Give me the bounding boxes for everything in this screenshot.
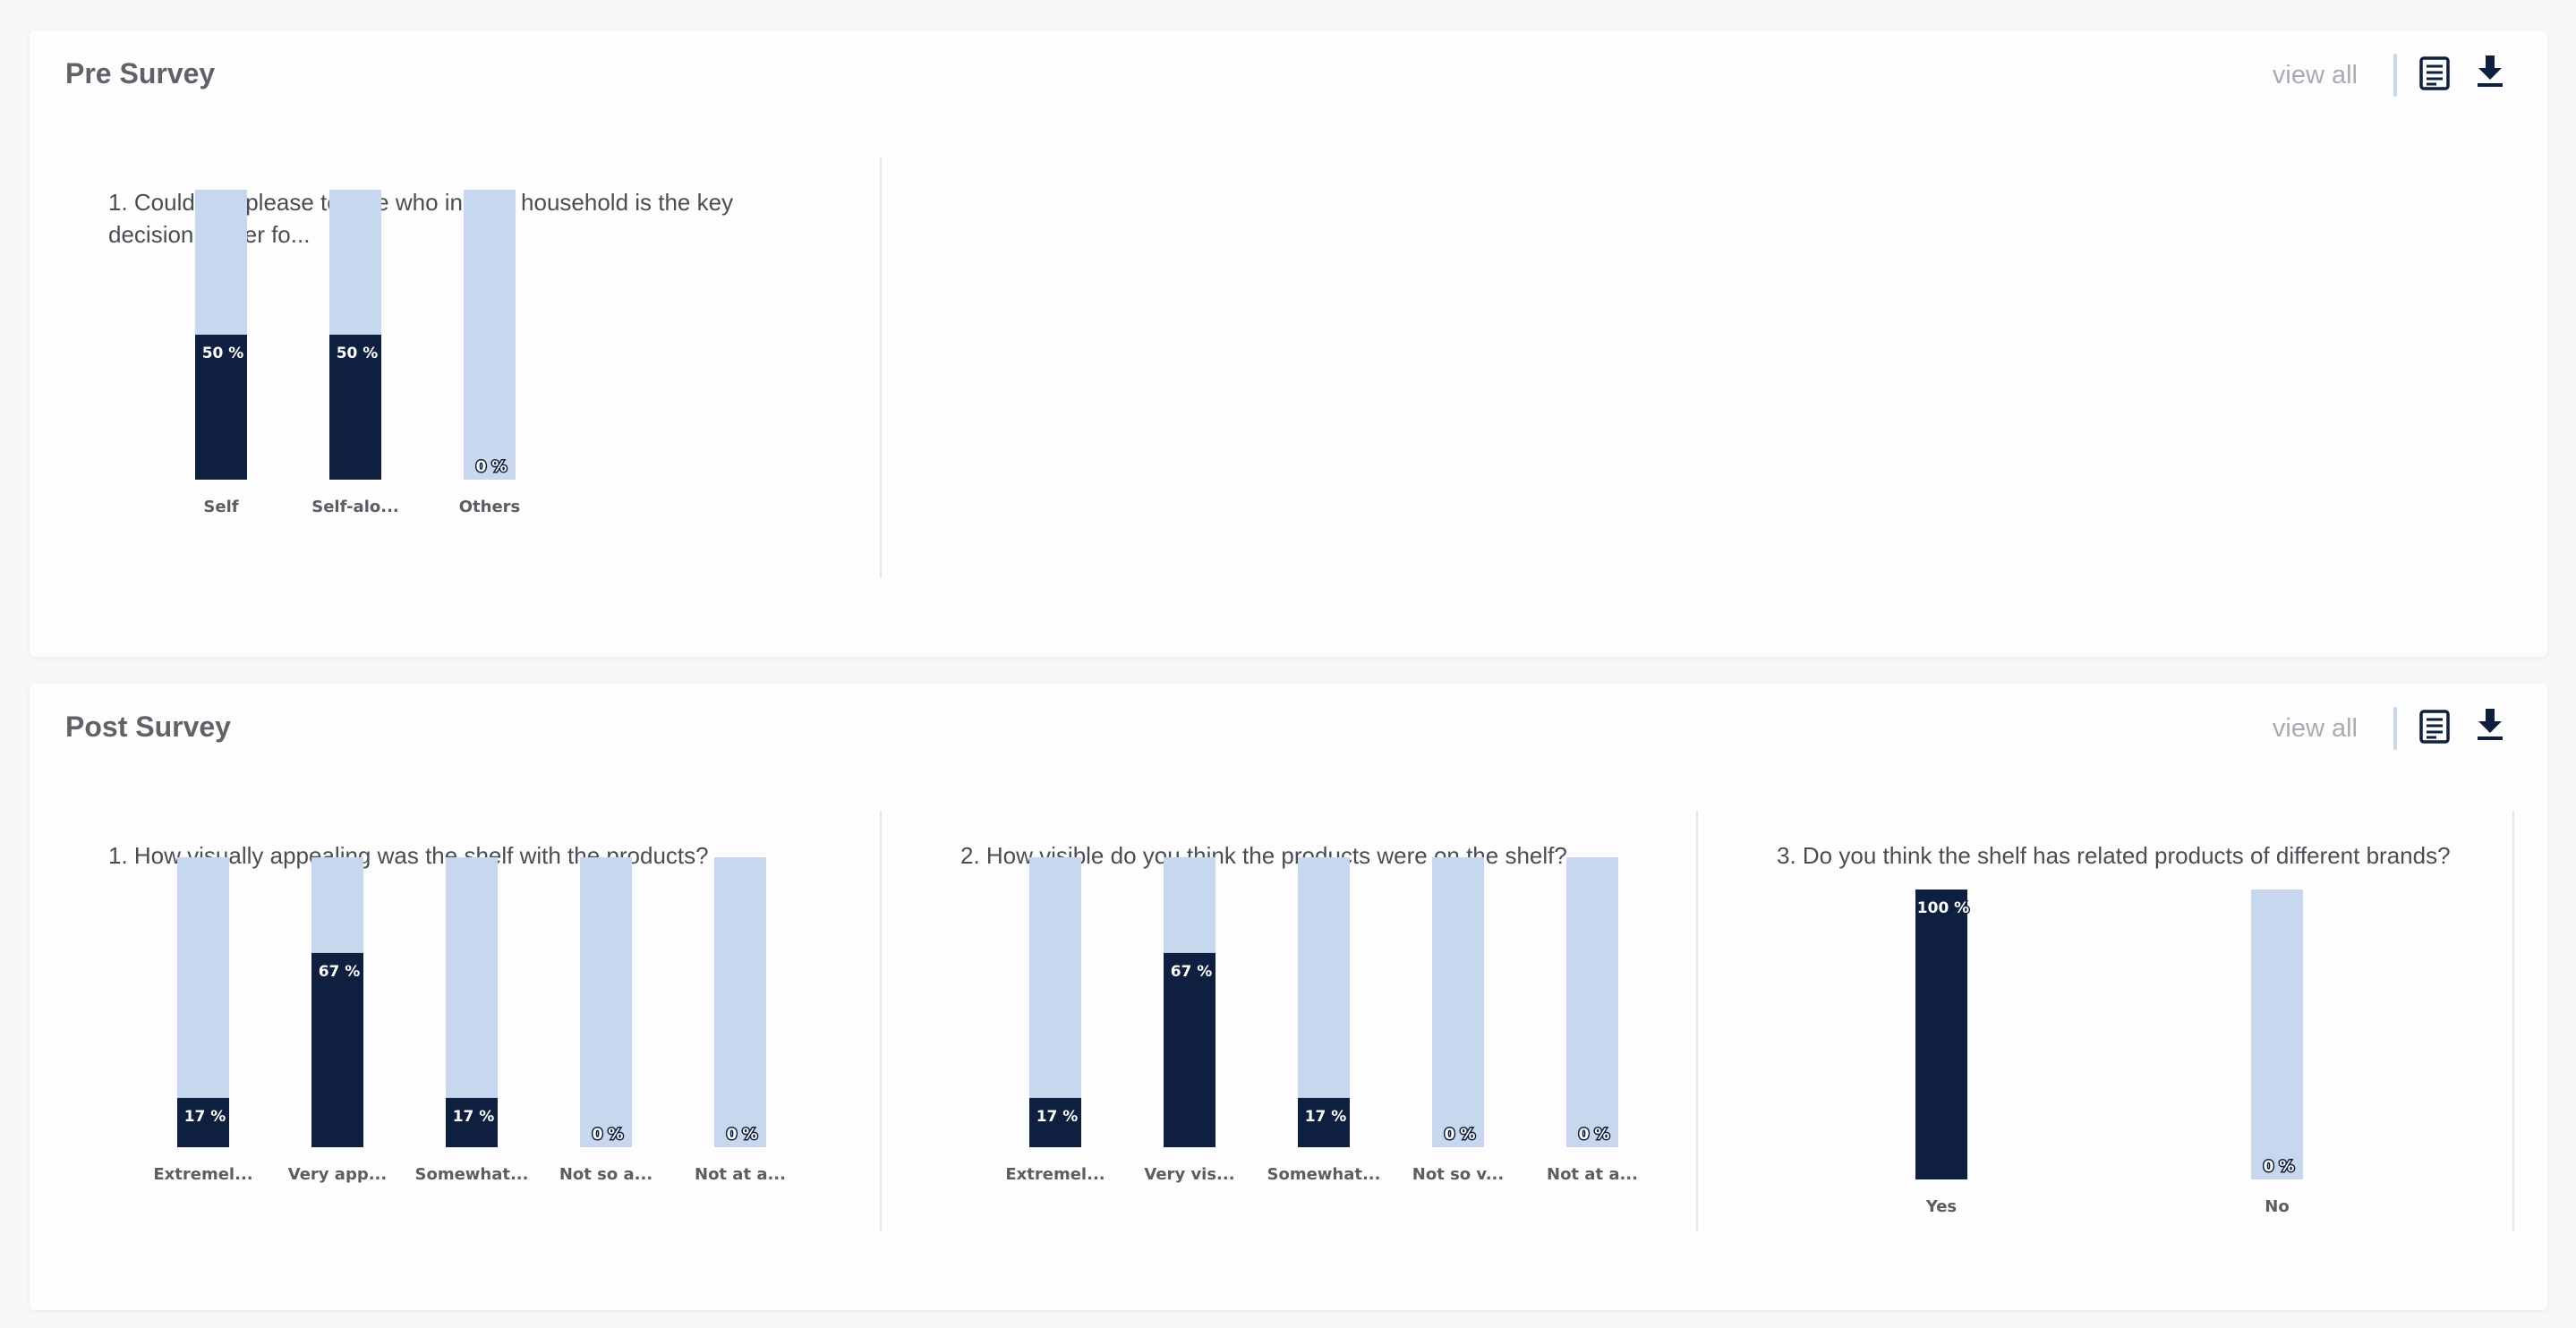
pre-survey-card: Pre Survey view all 1. Could you please …	[30, 30, 2547, 657]
data-label: 0 %	[476, 458, 508, 476]
x-tick-label: Self-alo...	[311, 498, 399, 516]
data-label: 0 %	[1579, 1126, 1610, 1144]
bar-chart: 17 % Extremel... 67 % Very vis... 17 % Somewh…	[1005, 857, 1638, 1184]
data-label: 50 %	[202, 345, 244, 362]
header-divider	[2393, 54, 2397, 97]
bar	[329, 335, 381, 480]
header-divider	[2393, 707, 2397, 750]
data-label: 17 %	[453, 1108, 495, 1126]
bar-track	[580, 857, 632, 1147]
question-panel: 2. How visible do you think the products…	[882, 811, 1698, 1231]
view-all-link[interactable]: view all	[2272, 714, 2358, 743]
data-label: 17 %	[1036, 1108, 1079, 1126]
bar	[177, 1097, 229, 1147]
x-tick-label: Somewhat...	[414, 1165, 528, 1184]
download-icon[interactable]	[2474, 707, 2506, 743]
data-label: 100 %	[1917, 899, 1969, 917]
x-tick-label: Very app...	[288, 1165, 387, 1184]
x-tick-label: Not at a...	[1547, 1165, 1638, 1184]
x-tick-label: Somewhat...	[1267, 1165, 1380, 1184]
bar	[1298, 1097, 1350, 1147]
bar-track	[2251, 890, 2303, 1179]
x-tick-label: No	[2265, 1197, 2289, 1216]
download-icon[interactable]	[2474, 54, 2506, 89]
data-label: 67 %	[1171, 963, 1213, 981]
post-survey-card: Post Survey view all 1. How visually app…	[30, 684, 2547, 1310]
question-panel: 1. Could you please tell me who in your …	[30, 157, 882, 578]
data-label: 0 %	[727, 1126, 758, 1144]
x-tick-label: Very vis...	[1144, 1165, 1234, 1184]
bar	[195, 335, 247, 480]
x-tick-label: Not so a...	[559, 1165, 653, 1184]
report-icon[interactable]	[2418, 709, 2451, 745]
bar-track	[1566, 857, 1618, 1147]
x-tick-label: Extremel...	[1005, 1165, 1105, 1184]
x-tick-label: Not so v...	[1412, 1165, 1504, 1184]
x-tick-label: Extremel...	[153, 1165, 252, 1184]
bar-track	[714, 857, 766, 1147]
bar	[1915, 890, 1967, 1179]
x-tick-label: Not at a...	[695, 1165, 786, 1184]
data-label: 50 %	[337, 345, 379, 362]
question-text: 3. Do you think the shelf has related pr…	[1777, 842, 2451, 869]
x-tick-label: Yes	[1925, 1197, 1957, 1216]
data-label: 17 %	[184, 1108, 226, 1126]
section-title: Post Survey	[65, 711, 231, 743]
bar	[446, 1097, 498, 1147]
view-all-link[interactable]: view all	[2272, 61, 2358, 89]
bar	[1029, 1097, 1081, 1147]
data-label: 0 %	[593, 1126, 624, 1144]
bar-track	[464, 190, 516, 480]
bar-chart: 17 % Extremel... 67 % Very app... 17 % Somewh…	[153, 857, 786, 1184]
bar	[1164, 952, 1215, 1147]
bar	[311, 952, 363, 1147]
bar-track	[1432, 857, 1484, 1147]
data-label: 0 %	[1445, 1126, 1476, 1144]
x-tick-label: Others	[459, 498, 521, 516]
x-tick-label: Self	[203, 498, 238, 516]
data-label: 67 %	[319, 963, 361, 981]
data-label: 17 %	[1305, 1108, 1347, 1126]
question-panel: 3. Do you think the shelf has related pr…	[1698, 811, 2514, 1231]
question-panel: 1. How visually appealing was the shelf …	[30, 811, 882, 1231]
data-label: 0 %	[2264, 1158, 2295, 1176]
report-icon[interactable]	[2418, 55, 2451, 91]
bar-chart: 100 % Yes 0 % No	[1915, 890, 2303, 1216]
bar-chart: 50 % Self 50 % Self-alo... 0 % Others	[195, 190, 521, 516]
section-title: Pre Survey	[65, 57, 216, 89]
